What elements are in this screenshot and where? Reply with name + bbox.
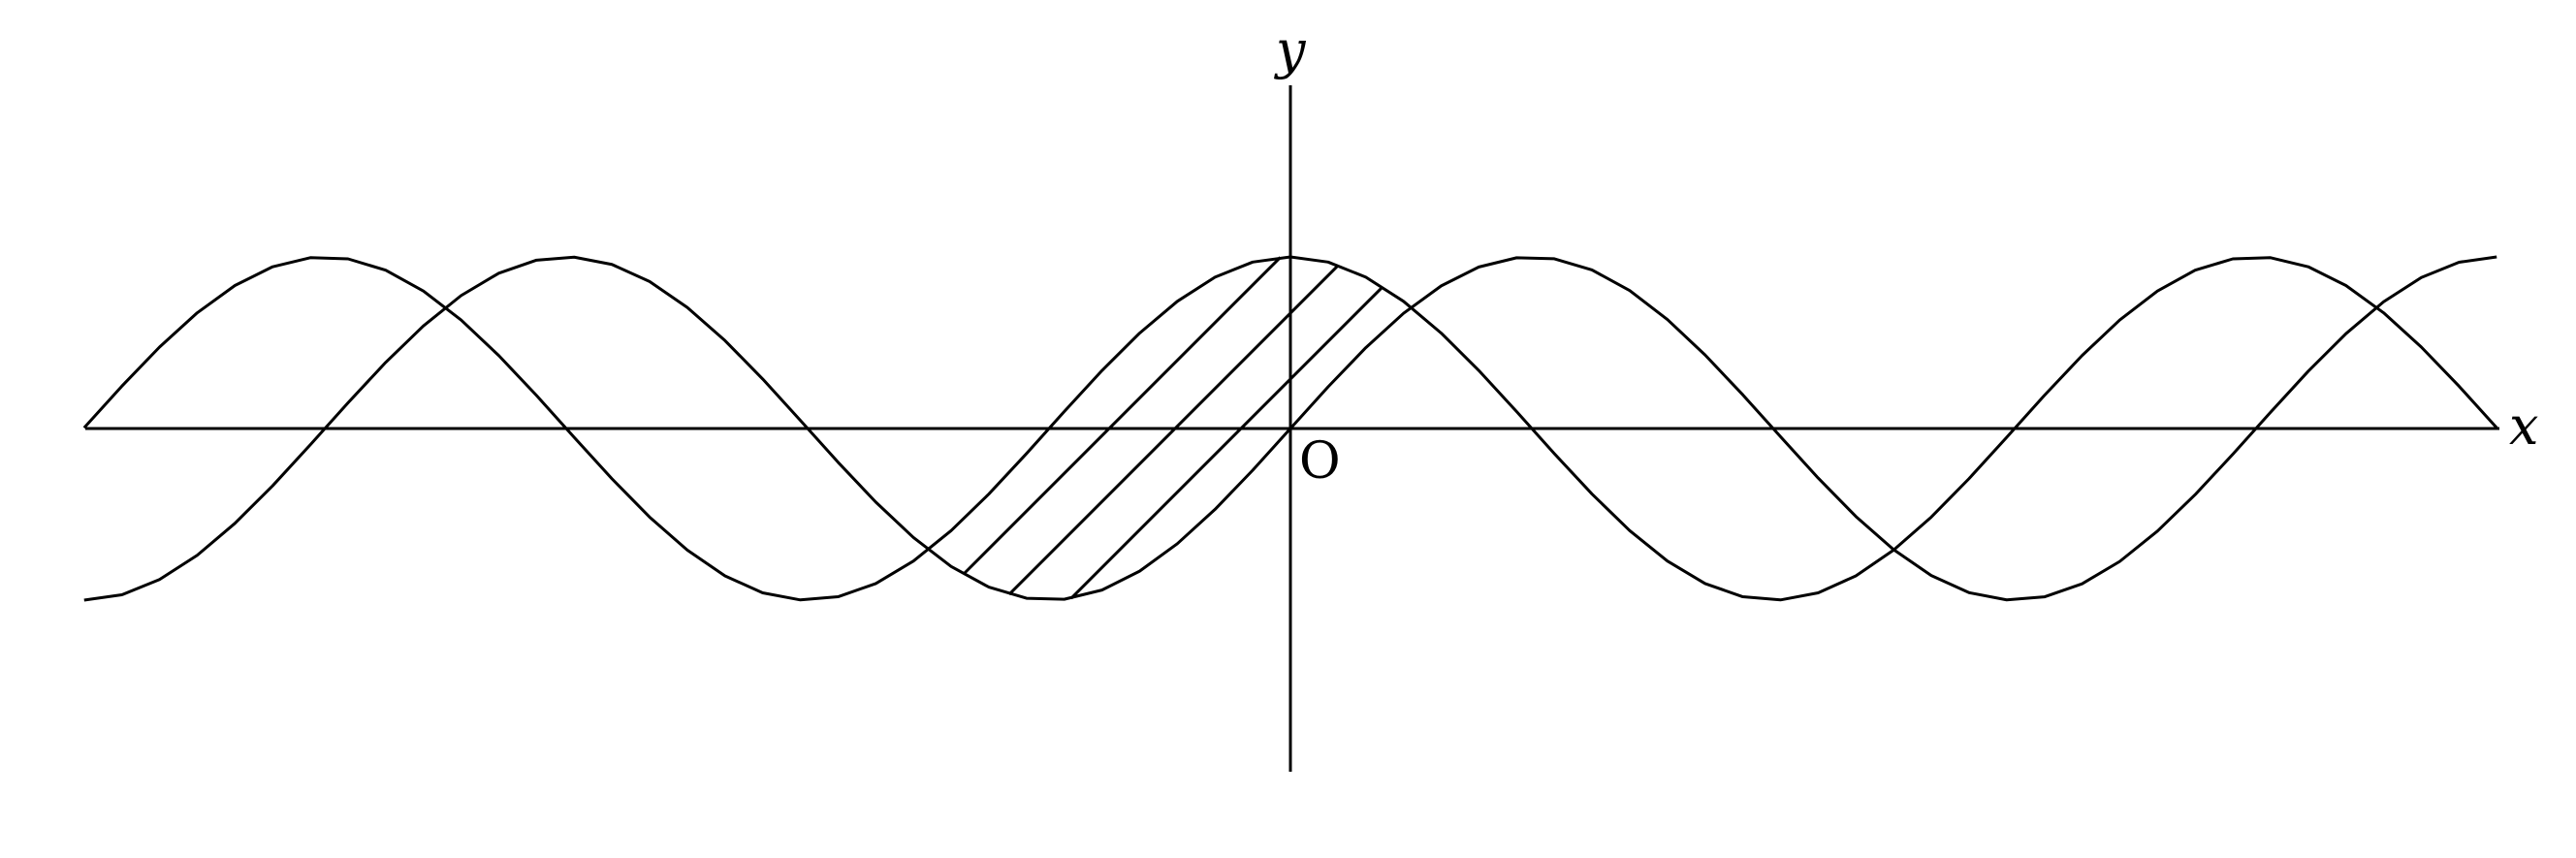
hatch-line (962, 256, 1282, 576)
origin-label: O (1299, 432, 1341, 491)
hatch-line (1069, 285, 1384, 600)
y-axis-label: y (1274, 19, 1307, 80)
x-axis-label: x (2509, 396, 2538, 457)
